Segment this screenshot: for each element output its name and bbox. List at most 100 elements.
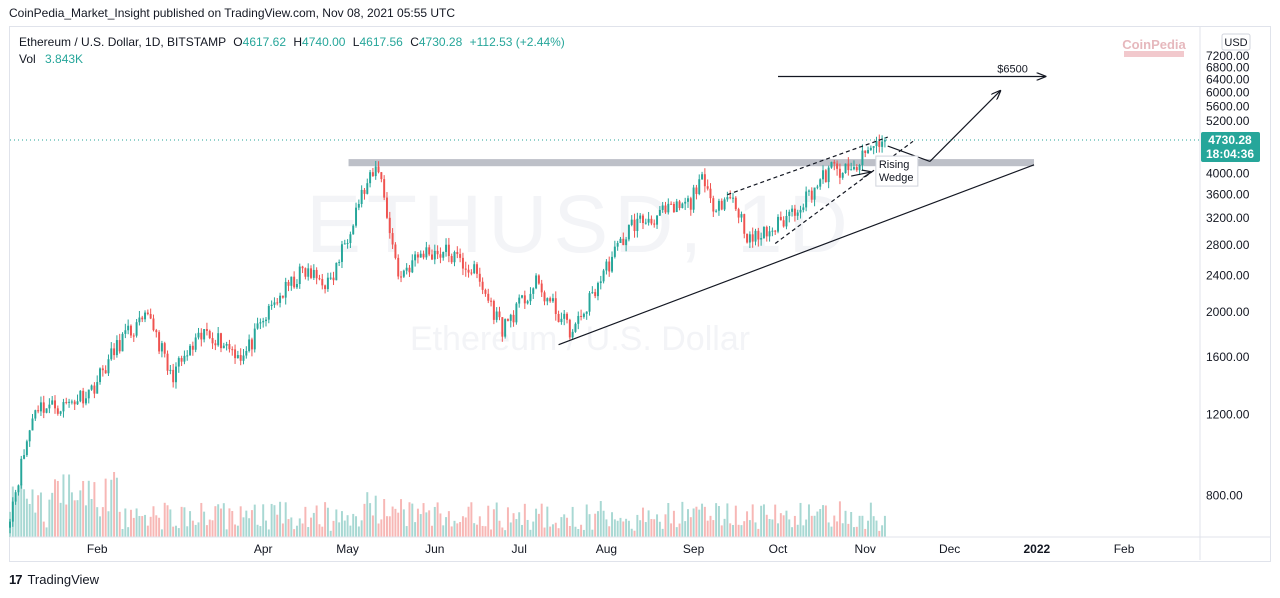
volume-bar	[813, 515, 816, 537]
currency-button[interactable]	[1221, 33, 1251, 51]
support-trendline[interactable]	[558, 164, 1035, 346]
volume-bar	[177, 528, 180, 537]
projected-path-up[interactable]	[929, 91, 1000, 162]
volume-bar	[616, 520, 619, 537]
candle-body	[650, 218, 653, 224]
candle-body	[771, 230, 774, 232]
projected-path-down[interactable]	[887, 145, 931, 163]
currency-button-label[interactable]: USD	[1224, 37, 1247, 49]
pattern-label-line2: Wedge	[879, 172, 914, 184]
volume-bar	[183, 507, 186, 537]
candle-body	[791, 208, 794, 212]
volume-bar	[661, 528, 664, 537]
candle-body	[757, 230, 760, 240]
volume-bar	[734, 505, 737, 537]
volume-bar	[248, 518, 251, 537]
candle-body	[259, 322, 262, 324]
volume-bar	[141, 516, 144, 537]
candle-body	[281, 295, 284, 298]
volume-bar	[762, 504, 765, 537]
candle-body	[394, 244, 397, 258]
volume-bar	[99, 516, 102, 537]
volume-bar	[672, 510, 675, 537]
volume-bar	[400, 499, 403, 537]
volume-bar	[692, 508, 695, 537]
time-axis[interactable]: Feb Apr May Jun Jul Aug Sep Oct Nov Dec 2022 Feb	[87, 542, 1135, 556]
pattern-label: Rising Wedge	[875, 155, 919, 187]
candle-body	[203, 329, 206, 340]
volume-bar	[340, 511, 343, 537]
volume-bar	[34, 512, 37, 537]
volume-bar	[394, 508, 397, 537]
volume-bar	[844, 510, 847, 537]
price-tick-label: 5200.00	[1206, 114, 1250, 128]
volume-bar	[799, 502, 802, 537]
volume-bar	[627, 520, 630, 537]
candle-body	[307, 268, 310, 277]
pattern-pointer[interactable]	[851, 172, 871, 176]
candle-body	[194, 337, 197, 350]
volume-bar	[810, 515, 813, 537]
candle-body	[82, 390, 85, 404]
candle-body	[276, 302, 279, 304]
candle-body	[163, 343, 166, 354]
price-tick-label: 3200.00	[1206, 211, 1250, 225]
volume-bar	[174, 525, 177, 537]
candle-body	[172, 369, 175, 383]
legend-high: 4740.00	[302, 35, 346, 49]
volume-bar	[197, 522, 200, 537]
volume-bar	[301, 523, 304, 537]
candle-body	[844, 163, 847, 174]
candle-body	[346, 243, 349, 245]
candle-body	[377, 166, 380, 173]
candle-body	[152, 318, 155, 331]
volume-bar	[467, 506, 470, 537]
candle-body	[146, 312, 149, 314]
candle-body	[543, 292, 546, 302]
candle-body	[68, 401, 71, 403]
legend-open-label: O	[233, 35, 242, 49]
volume-bar	[380, 519, 383, 537]
candle-body	[613, 246, 616, 257]
candle-body	[48, 404, 51, 409]
volume-bar	[28, 503, 31, 537]
volume-bar	[827, 522, 830, 537]
candle-body	[529, 293, 532, 302]
candle-body	[56, 408, 59, 414]
volume-bar	[602, 510, 605, 537]
candle-body	[450, 256, 453, 263]
volume-bar	[205, 525, 208, 537]
candle-body	[470, 272, 473, 274]
candle-body	[149, 313, 152, 319]
price-axis[interactable]: 800.00 1200.00 1600.00 2000.00 2400.00 2800.0…	[1206, 49, 1250, 502]
candle-body	[729, 197, 732, 199]
candle-body	[250, 339, 253, 350]
volume-bar	[135, 508, 138, 537]
volume-bar	[807, 504, 810, 537]
volume-bar	[644, 522, 647, 537]
candle-body	[670, 203, 673, 205]
volume-bar	[104, 478, 107, 537]
candle-body	[371, 172, 374, 177]
volume-bar	[93, 482, 96, 537]
volume-bar	[65, 504, 68, 537]
wedge-upper-line[interactable]	[727, 136, 888, 196]
candle-body	[481, 281, 484, 290]
candle-body	[639, 215, 642, 219]
candle-body	[265, 319, 267, 322]
candle-body	[329, 277, 332, 279]
candle-body	[813, 187, 816, 200]
volume-bar	[754, 522, 757, 537]
tradingview-footer[interactable]: 17 TradingView	[9, 572, 99, 587]
candle-body	[822, 170, 825, 180]
candle-body	[304, 268, 307, 277]
volume-bar	[715, 503, 718, 537]
candle-body	[799, 209, 802, 213]
price-tick-label: 2000.00	[1206, 305, 1250, 319]
volume-bar	[385, 516, 388, 537]
candle-body	[501, 317, 504, 337]
volume-bar	[625, 518, 628, 537]
candle-body	[847, 163, 850, 171]
candle-body	[819, 179, 822, 187]
